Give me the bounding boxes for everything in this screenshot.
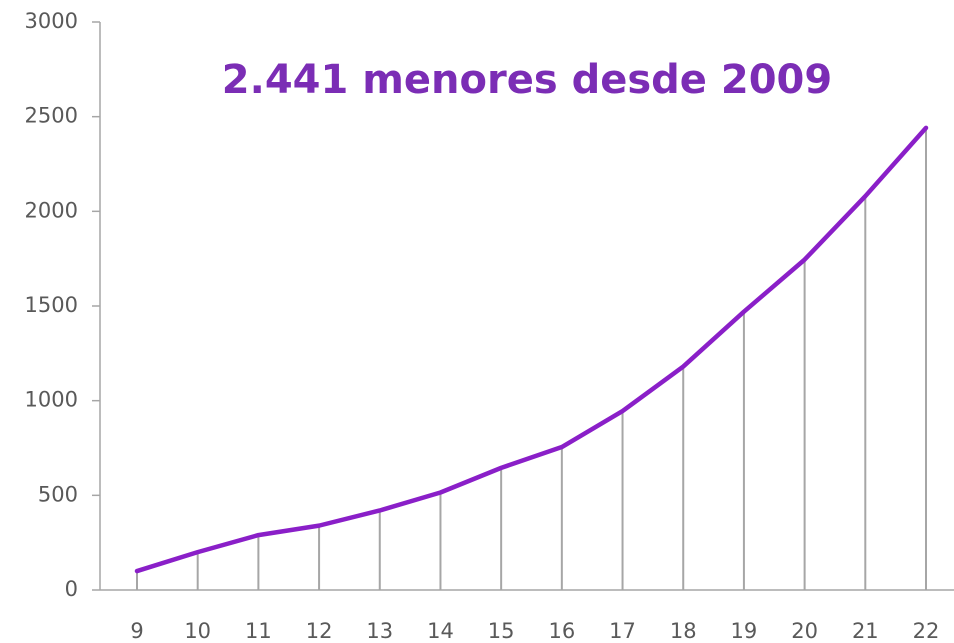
y-tick-label: 500	[38, 482, 78, 506]
y-tick-label: 2500	[25, 104, 78, 128]
y-tick-label: 1000	[25, 388, 78, 412]
x-tick-label: 10	[184, 619, 211, 643]
x-tick-label: 15	[488, 619, 515, 643]
x-tick-label: 21	[852, 619, 879, 643]
data-line	[134, 125, 929, 574]
x-tick-label: 12	[306, 619, 333, 643]
x-tick-label: 17	[609, 619, 636, 643]
x-tick-label: 20	[791, 619, 818, 643]
x-tick-label: 19	[731, 619, 758, 643]
x-tick-label: 13	[366, 619, 393, 643]
chart-title: 2.441 menores desde 2009	[222, 57, 832, 103]
x-tick-label: 9	[130, 619, 143, 643]
x-tick-label: 16	[548, 619, 575, 643]
y-tick-label: 1500	[25, 293, 78, 317]
x-tick-label: 14	[427, 619, 454, 643]
x-tick-label: 11	[245, 619, 272, 643]
y-tick-label: 3000	[25, 9, 78, 33]
y-tick-label: 2000	[25, 198, 78, 222]
x-tick-label: 18	[670, 619, 697, 643]
y-tick-label: 0	[65, 577, 78, 601]
x-tick-label: 22	[913, 619, 940, 643]
